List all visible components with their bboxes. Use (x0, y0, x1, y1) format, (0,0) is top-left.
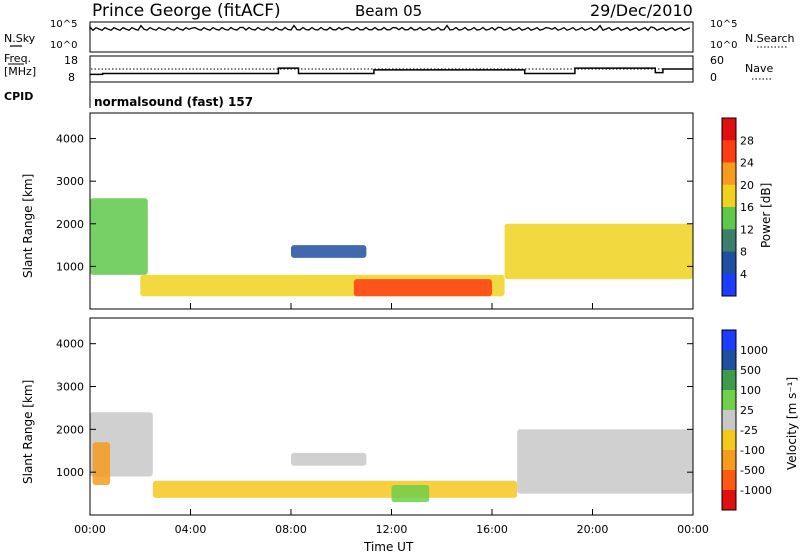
time-tick-label: 12:00 (376, 523, 408, 536)
time-tick-label: 00:00 (74, 523, 106, 536)
velocity-colorbar-frame (721, 329, 737, 511)
power-colorbar-tick-label: 16 (740, 201, 754, 214)
velocity-ylabel: Slant Range [km] (21, 380, 35, 484)
noise-left-tick-bottom: 10^0 (50, 40, 77, 51)
velocity-colorbar-tick-label: 1000 (740, 344, 768, 357)
velocity-heatmap (90, 412, 693, 503)
velocity-region (92, 442, 111, 486)
velocity-y-tick-label: 2000 (56, 423, 84, 436)
power-region (90, 198, 148, 275)
power-colorbar-swatch (722, 118, 736, 141)
power-y-tick-label: 2000 (56, 218, 84, 231)
power-region (504, 223, 693, 280)
time-tick-label: 20:00 (577, 523, 609, 536)
time-tick-label: 00:00 (677, 523, 709, 536)
noise-left-label: N.Sky (4, 32, 36, 45)
frequency-trace (90, 67, 693, 76)
velocity-colorbar-swatch (722, 430, 736, 451)
velocity-colorbar-label: Velocity [m s⁻¹] (785, 377, 799, 470)
velocity-colorbar-tick-label: 500 (740, 364, 761, 377)
power-colorbar-swatch (722, 184, 736, 208)
velocity-colorbar-swatch (722, 410, 736, 431)
power-colorbar-swatch (722, 251, 736, 275)
noise-panel: N.Sky 10^5 10^0 10^5 10^0 N.Search (4, 19, 795, 53)
power-colorbar-swatch (722, 140, 736, 163)
time-tick-label: 04:00 (175, 523, 207, 536)
velocity-region (391, 485, 430, 503)
noise-right-tick-top: 10^5 (710, 19, 737, 30)
velocity-region (291, 452, 367, 466)
power-y-tick-label: 1000 (56, 260, 84, 273)
velocity-colorbar-swatch (722, 470, 736, 491)
power-region (291, 245, 367, 258)
noise-trace (89, 24, 691, 32)
velocity-colorbar-tick-label: -25 (740, 424, 758, 437)
power-colorbar-frame (721, 117, 737, 297)
power-y-tick-label: 3000 (56, 175, 84, 188)
power-colorbar-tick-label: 4 (740, 268, 747, 281)
time-tick-label: 16:00 (476, 523, 508, 536)
power-colorbar-label: Power [dB] (759, 183, 773, 248)
power-colorbar-swatch (722, 273, 736, 297)
velocity-colorbar-swatch (722, 450, 736, 471)
time-axis-label: Time UT (363, 540, 414, 554)
velocity-panel: Slant Range [km] 4000 3000 2000 1000 1000 50… (21, 317, 799, 516)
freq-label: Freq. (4, 52, 31, 65)
velocity-colorbar: 1000 500 100 25 -25 -100 -500 -1000 (721, 329, 772, 511)
velocity-colorbar-tick-label: 25 (740, 404, 754, 417)
date-label: 29/Dec/2010 (590, 1, 693, 20)
freq-left-tick-top: 18 (64, 54, 78, 67)
velocity-colorbar-swatch (722, 390, 736, 411)
power-colorbar-swatch (722, 207, 736, 230)
freq-unit-label: [MHz] (4, 65, 36, 78)
power-colorbar-tick-label: 12 (740, 223, 754, 236)
power-region (353, 279, 492, 297)
velocity-colorbar-swatch (722, 350, 736, 371)
power-colorbar-tick-label: 20 (740, 179, 754, 192)
power-y-tick-label: 4000 (56, 133, 84, 146)
beam-label: Beam 05 (355, 2, 422, 20)
program-name: normalsound (fast) 157 (94, 95, 253, 109)
power-colorbar-swatch (722, 229, 736, 252)
power-colorbar-tick-label: 24 (740, 157, 754, 170)
velocity-region (152, 480, 518, 498)
velocity-y-tick-label: 1000 (56, 466, 84, 479)
power-colorbar: 28 24 20 16 12 8 4 (721, 117, 754, 297)
velocity-yaxis-ticks: 4000 3000 2000 1000 (56, 338, 693, 479)
time-tick-label: 08:00 (275, 523, 307, 536)
power-colorbar-swatch (722, 162, 736, 186)
power-colorbar-tick-label: 28 (740, 134, 754, 147)
power-ylabel: Slant Range [km] (21, 174, 35, 278)
velocity-colorbar-swatch (722, 370, 736, 391)
power-panel: Slant Range [km] 4000 3000 2000 1000 28 24 20… (21, 112, 773, 310)
noise-right-tick-bottom: 10^0 (710, 40, 737, 51)
frequency-panel: Freq. [MHz] 18 8 60 0 Nave CPID normalso… (4, 52, 773, 109)
nave-label: Nave (745, 62, 773, 75)
velocity-colorbar-tick-label: -100 (740, 444, 765, 457)
velocity-colorbar-tick-label: -1000 (740, 484, 772, 497)
velocity-colorbar-swatch (722, 490, 736, 511)
nave-right-tick-top: 60 (710, 54, 724, 67)
freq-left-tick-bottom: 8 (68, 71, 75, 84)
power-heatmap (90, 198, 693, 297)
noise-left-tick-top: 10^5 (50, 19, 77, 30)
station-title: Prince George (fitACF) (92, 1, 281, 21)
velocity-colorbar-swatch (722, 330, 736, 351)
time-axis: 00:00 04:00 08:00 12:00 16:00 20:00 00:00 (74, 303, 709, 536)
velocity-y-tick-label: 4000 (56, 338, 84, 351)
noise-right-label: N.Search (745, 32, 795, 45)
nave-right-tick-bottom: 0 (710, 71, 717, 84)
velocity-colorbar-tick-label: 100 (740, 384, 761, 397)
power-yaxis-ticks: 4000 3000 2000 1000 (56, 133, 693, 273)
velocity-y-tick-label: 3000 (56, 381, 84, 394)
power-colorbar-tick-label: 8 (740, 246, 747, 259)
velocity-region (517, 429, 693, 494)
velocity-colorbar-tick-label: -500 (740, 464, 765, 477)
cpid-label: CPID (4, 90, 33, 103)
